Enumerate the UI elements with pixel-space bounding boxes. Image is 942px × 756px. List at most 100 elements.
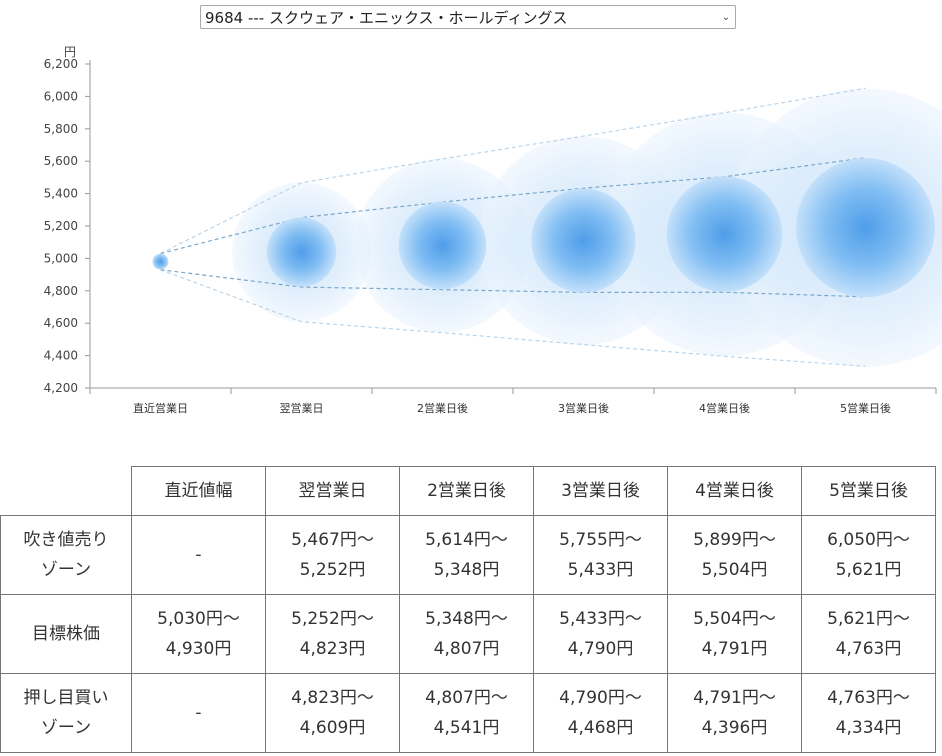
table-cell: - (131, 515, 266, 595)
cell-line: 5,614円～ (425, 530, 508, 550)
core-bubble (531, 188, 636, 293)
cell-line: 4,609円 (299, 718, 366, 738)
cell-line: 4,763円～ (827, 688, 910, 708)
core-bubble (266, 217, 337, 287)
y-tick-label: 4,600 (44, 316, 78, 330)
table-cell: 4,823円～ 4,609円 (265, 673, 400, 753)
core-bubble (796, 158, 935, 298)
table-row: 吹き値売りゾーン - 5,467円～ 5,252円 5,614円～ 5,348円 5,755… (0, 515, 936, 595)
header-blank (0, 466, 132, 516)
table-header: 直近値幅 翌営業日 2営業日後 3営業日後 4営業日後 5営業日後 (0, 466, 936, 516)
cell-line: 6,050円～ (827, 530, 910, 550)
row-header: 押し目買い ゾーン (0, 673, 132, 753)
x-tick-label: 4営業日後 (699, 401, 750, 415)
table-cell: 5,504円～ 4,791円 (667, 594, 802, 674)
cell-line: 5,621円～ (827, 609, 910, 629)
table-body: 吹き値売りゾーン - 5,467円～ 5,252円 5,614円～ 5,348円 5,755… (0, 515, 936, 753)
table-cell: 5,899円～ 5,504円 (667, 515, 802, 595)
cell-line: 5,504円 (701, 560, 768, 580)
core-bubble (152, 253, 169, 270)
table-row: 押し目買い ゾーン - 4,823円～ 4,609円 4,807円～ 4,541円 4,790… (0, 673, 936, 753)
row-header-line: ゾーン (40, 718, 92, 738)
table-cell: 4,807円～ 4,541円 (399, 673, 534, 753)
x-tick-label: 5営業日後 (840, 401, 891, 415)
column-header: 直近値幅 (131, 466, 266, 516)
cell-line: 5,348円～ (425, 609, 508, 629)
y-tick-label: 4,800 (44, 284, 78, 298)
row-header-line: 吹き値売り (23, 530, 109, 550)
y-axis-unit: 円 (64, 45, 76, 59)
x-tick-label: 2営業日後 (417, 401, 468, 415)
forecast-chart: 6,200 6,000 5,800 5,600 5,400 5,200 5,000 4,800… (44, 45, 942, 415)
cell-line: 4,930円 (165, 639, 232, 659)
cell-line: 5,252円～ (291, 609, 374, 629)
table-cell: 6,050円～ 5,621円 (801, 515, 936, 595)
y-tick-label: 4,400 (44, 349, 78, 363)
cell-line: 5,621円 (835, 560, 902, 580)
table-cell: 5,030円～ 4,930円 (131, 594, 266, 674)
cell-line: 5,348円 (433, 560, 500, 580)
cell-line: 5,467円～ (291, 530, 374, 550)
core-bubble (398, 201, 487, 290)
chevron-down-icon: ⌄ (721, 11, 731, 23)
header-row: 直近値幅 翌営業日 2営業日後 3営業日後 4営業日後 5営業日後 (0, 466, 936, 516)
row-header-line: 目標株価 (32, 624, 100, 644)
table-cell: 5,755円～ 5,433円 (533, 515, 668, 595)
cell-line: 4,790円～ (559, 688, 642, 708)
row-header: 吹き値売り ゾーン (0, 515, 132, 595)
target-upper-line (160, 157, 866, 255)
cell-line: 4,334円 (835, 718, 902, 738)
cell-line: 4,823円～ (291, 688, 374, 708)
table-cell: 4,790円～ 4,468円 (533, 673, 668, 753)
low-lower-line (160, 269, 866, 367)
stock-select-value: 9684 --- スクウェア・エニックス・ホールディングス (205, 8, 568, 27)
cell-line: 4,396円 (701, 718, 768, 738)
column-header: 4営業日後 (667, 466, 802, 516)
y-tick-label: 5,200 (44, 219, 78, 233)
y-tick-label: 5,600 (44, 154, 78, 168)
y-tick-label: 4,200 (44, 381, 78, 395)
table-cell: 5,433円～ 4,790円 (533, 594, 668, 674)
y-tick-label: 6,000 (44, 89, 78, 103)
cell-line: 5,252円 (299, 560, 366, 580)
table-cell: 5,467円～ 5,252円 (265, 515, 400, 595)
cell-line: 5,030円～ (157, 609, 240, 629)
cell-line: 4,791円～ (693, 688, 776, 708)
column-header: 5営業日後 (801, 466, 936, 516)
cell-line: 4,791円 (701, 639, 768, 659)
cell-line: 4,541円 (433, 718, 500, 738)
cell-line: 4,823円 (299, 639, 366, 659)
row-header-line: ゾーン (40, 560, 92, 580)
column-header: 2営業日後 (399, 466, 534, 516)
table-cell: 5,252円～ 4,823円 (265, 594, 400, 674)
y-tick-label: 5,800 (44, 122, 78, 136)
column-header: 3営業日後 (533, 466, 668, 516)
row-header: 目標株価 (0, 594, 132, 674)
cell-line: - (195, 545, 202, 565)
stock-select[interactable]: 9684 --- スクウェア・エニックス・ホールディングス ⌄ (200, 5, 736, 29)
table-cell: 5,614円～ 5,348円 (399, 515, 534, 595)
cell-line: 5,755円～ (559, 530, 642, 550)
forecast-table: 直近値幅 翌営業日 2営業日後 3営業日後 4営業日後 5営業日後 吹き値売りゾーン - 5,… (0, 466, 936, 753)
table-cell: - (131, 673, 266, 753)
y-tick-label: 5,000 (44, 251, 78, 265)
table-cell: 5,621円～ 4,763円 (801, 594, 936, 674)
high-upper-line (160, 87, 866, 255)
y-tick-label: 6,200 (44, 57, 78, 71)
cell-line: 5,433円～ (559, 609, 642, 629)
cell-line: 5,899円～ (693, 530, 776, 550)
cell-line: 4,468円 (567, 718, 634, 738)
table-row: 目標株価 5,030円～ 4,930円 5,252円～ 4,823円 5,348円～ 4,8… (0, 594, 936, 674)
cell-line: 4,790円 (567, 639, 634, 659)
cell-line: 4,763円 (835, 639, 902, 659)
y-tick-label: 5,400 (44, 187, 78, 201)
table-cell: 4,791円～ 4,396円 (667, 673, 802, 753)
cell-line: - (195, 703, 202, 723)
table-cell: 4,763円～ 4,334円 (801, 673, 936, 753)
cell-line: 4,807円～ (425, 688, 508, 708)
x-tick-label: 直近営業日 (133, 401, 188, 415)
core-bubble (666, 176, 783, 292)
cell-line: 5,433円 (567, 560, 634, 580)
column-header: 翌営業日 (265, 466, 400, 516)
x-tick-label: 3営業日後 (558, 401, 609, 415)
